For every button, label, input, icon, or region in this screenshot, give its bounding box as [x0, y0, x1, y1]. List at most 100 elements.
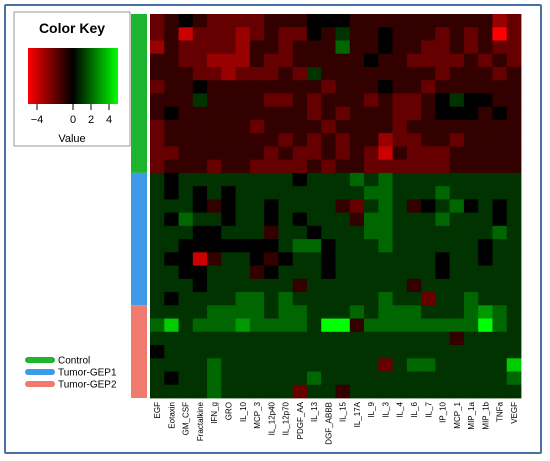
heatmap-cell — [506, 225, 522, 240]
row-group-sidebar — [131, 14, 147, 398]
color-key-tick-label: 2 — [88, 114, 94, 126]
heatmap-cell — [207, 345, 222, 359]
heatmap-cell — [506, 146, 522, 161]
heatmap-cell — [178, 265, 194, 280]
heatmap-cell — [235, 371, 251, 386]
heatmap-cell — [292, 106, 308, 121]
heatmap-cell — [349, 133, 365, 147]
heatmap-cell — [421, 384, 436, 399]
heatmap-cell — [321, 278, 336, 293]
heatmap-cell — [221, 199, 237, 214]
heatmap-cell — [306, 66, 322, 81]
heatmap-cell — [378, 40, 393, 55]
heatmap-cell — [492, 53, 508, 68]
heatmap-cell — [235, 278, 251, 293]
heatmap-cell — [506, 66, 522, 81]
heatmap-cell — [249, 106, 265, 121]
heatmap-cell — [492, 106, 508, 121]
heatmap-cell — [192, 80, 208, 94]
heatmap-cell — [178, 318, 194, 333]
heatmap-cell — [221, 292, 237, 306]
heatmap-cell — [349, 212, 365, 227]
heatmap-cell — [321, 40, 336, 55]
heatmap-cell — [435, 212, 451, 227]
heatmap-cell — [164, 53, 179, 68]
heatmap-cell — [492, 345, 508, 359]
heatmap-cell — [463, 133, 479, 147]
heatmap-cell — [349, 239, 365, 253]
heatmap-cell — [492, 278, 508, 293]
heatmap-cell — [264, 80, 279, 94]
heatmap-cell — [292, 14, 308, 28]
heatmap-cell — [406, 345, 422, 359]
heatmap-cell — [506, 345, 522, 359]
heatmap-cell — [207, 318, 222, 333]
heatmap-cell — [463, 384, 479, 399]
heatmap-cell — [406, 14, 422, 28]
heatmap-cell — [150, 159, 165, 174]
heatmap-cell — [492, 371, 508, 386]
heatmap-cell — [406, 40, 422, 55]
heatmap-cell — [478, 345, 493, 359]
heatmap-cell — [221, 384, 237, 399]
heatmap-cell — [449, 239, 465, 253]
heatmap-cell — [435, 14, 451, 28]
heatmap-cell — [235, 358, 251, 372]
heatmap-cell — [435, 27, 451, 41]
heatmap-cell — [207, 172, 222, 187]
heatmap-cell — [235, 318, 251, 333]
heatmap-cell — [463, 172, 479, 187]
heatmap-cell — [321, 331, 336, 346]
heatmap-cell — [164, 212, 179, 227]
heatmap-cell — [321, 14, 336, 28]
heatmap-cell — [506, 212, 522, 227]
heatmap-cell — [292, 318, 308, 333]
heatmap-cell — [207, 80, 222, 94]
heatmap-cell — [306, 119, 322, 134]
heatmap-cell — [249, 66, 265, 81]
heatmap-cell — [364, 358, 379, 372]
heatmap-cell — [335, 345, 351, 359]
heatmap-cell — [406, 278, 422, 293]
heatmap-cell — [463, 252, 479, 266]
heatmap-cell — [207, 358, 222, 372]
heatmap-cell — [150, 278, 165, 293]
heatmap-cell — [278, 331, 294, 346]
heatmap-cell — [321, 345, 336, 359]
heatmap-cell — [435, 119, 451, 134]
heatmap-cell — [335, 331, 351, 346]
heatmap-cell — [463, 14, 479, 28]
heatmap-cell — [249, 172, 265, 187]
heatmap-cell — [478, 119, 493, 134]
heatmap-cell — [406, 225, 422, 240]
heatmap-cell — [349, 186, 365, 200]
heatmap-cell — [492, 80, 508, 94]
heatmap-cell — [335, 384, 351, 399]
heatmap-cell — [235, 305, 251, 319]
heatmap-cell — [378, 278, 393, 293]
heatmap-cell — [306, 14, 322, 28]
heatmap-cell — [378, 14, 393, 28]
heatmap-cell — [164, 119, 179, 134]
heatmap-cell — [421, 239, 436, 253]
heatmap-cell — [335, 358, 351, 372]
heatmap-cell — [278, 278, 294, 293]
heatmap-cell — [235, 146, 251, 161]
heatmap-cell — [435, 40, 451, 55]
heatmap-cell — [150, 225, 165, 240]
heatmap-cell — [221, 53, 237, 68]
heatmap-cell — [335, 40, 351, 55]
heatmap-cell — [178, 14, 194, 28]
heatmap-cell — [192, 212, 208, 227]
column-label: DGF_ABBB — [324, 402, 333, 445]
heatmap-cell — [435, 106, 451, 121]
heatmap-cell — [221, 40, 237, 55]
column-label: VEGF — [510, 402, 519, 424]
color-key-tick-label: 0 — [70, 114, 76, 126]
heatmap-cell — [235, 53, 251, 68]
heatmap-cell — [192, 239, 208, 253]
heatmap-cell — [264, 305, 279, 319]
heatmap-cell — [235, 384, 251, 399]
heatmap-cell — [506, 186, 522, 200]
heatmap-cell — [478, 225, 493, 240]
